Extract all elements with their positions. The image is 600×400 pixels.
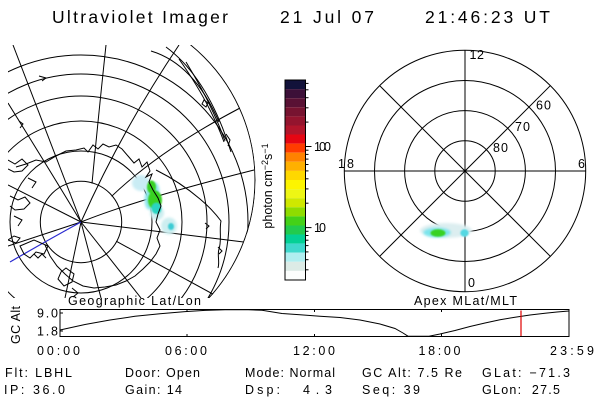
svg-text:Flt: LBHL: Flt: LBHL [5,366,72,380]
svg-text:Gain: 14: Gain: 14 [125,383,182,397]
svg-text:23:59: 23:59 [550,344,594,358]
svg-text:100: 100 [314,140,331,154]
svg-text:Dsp:: Dsp: [245,383,280,397]
svg-text:4.3: 4.3 [303,383,332,397]
svg-text:80: 80 [493,141,508,155]
svg-text:Geographic Lat/Lon: Geographic Lat/Lon [68,294,201,308]
svg-text:Seq: 39: Seq: 39 [362,383,420,397]
svg-text:21 Jul 07: 21 Jul 07 [280,7,374,27]
svg-text:12:00: 12:00 [293,344,335,358]
svg-text:00:00: 00:00 [37,344,80,358]
svg-text:Mode: Normal: Mode: Normal [245,366,335,380]
svg-text:70: 70 [515,120,530,134]
svg-text:9.0: 9.0 [37,307,58,321]
svg-text:12: 12 [470,48,485,62]
svg-text:photon cm−2s−1: photon cm−2s−1 [260,143,275,228]
svg-text:21:46:23 UT: 21:46:23 UT [425,7,550,27]
svg-text:GLon: 27.5: GLon: 27.5 [482,383,560,397]
svg-text:0: 0 [468,276,475,290]
svg-text:GC Alt: 7.5 Re: GC Alt: 7.5 Re [362,366,462,380]
svg-text:10: 10 [314,221,326,235]
svg-text:Apex MLat/MLT: Apex MLat/MLT [414,294,517,308]
svg-text:18:00: 18:00 [419,344,461,358]
svg-text:1.8: 1.8 [37,325,58,339]
svg-text:GC Alt: GC Alt [9,305,23,344]
svg-text:GLat: −71.3: GLat: −71.3 [482,366,570,380]
svg-text:6: 6 [578,157,585,171]
svg-text:06:00: 06:00 [165,344,207,358]
svg-text:Door: Open: Door: Open [125,366,200,380]
svg-text:60: 60 [536,99,551,113]
